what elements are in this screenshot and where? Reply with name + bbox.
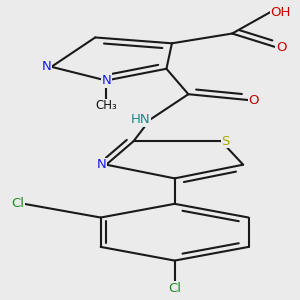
Text: Cl: Cl: [11, 197, 24, 210]
Text: N: N: [96, 158, 106, 171]
Text: N: N: [101, 74, 111, 87]
Text: O: O: [249, 94, 259, 106]
Text: HN: HN: [130, 113, 150, 126]
Text: Cl: Cl: [168, 281, 181, 295]
Text: S: S: [221, 135, 230, 148]
Text: O: O: [276, 41, 286, 54]
Text: OH: OH: [271, 5, 291, 19]
Text: N: N: [42, 60, 51, 73]
Text: CH₃: CH₃: [95, 100, 117, 112]
